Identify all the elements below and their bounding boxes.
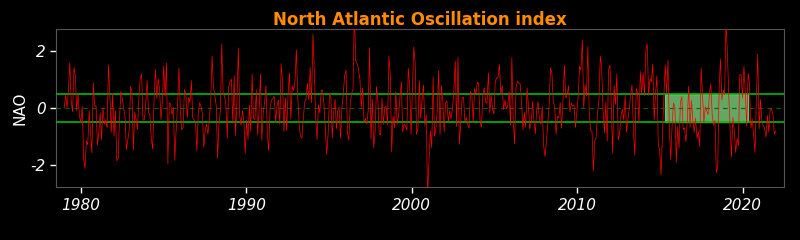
Y-axis label: NAO: NAO xyxy=(13,91,27,125)
Title: North Atlantic Oscillation index: North Atlantic Oscillation index xyxy=(273,11,567,29)
Bar xyxy=(665,94,748,122)
